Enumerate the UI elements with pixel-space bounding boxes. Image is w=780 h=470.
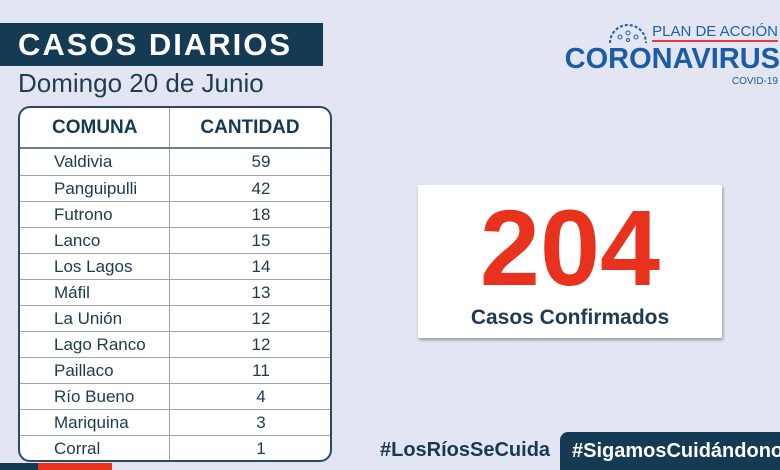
table-header: COMUNA CANTIDAD [20,108,330,149]
comuna-cell: Futrono [20,202,170,227]
table-row: Valdivia 59 [20,149,330,175]
table-row: Río Bueno 4 [20,383,330,409]
comuna-cell: Río Bueno [20,384,170,409]
cases-table: COMUNA CANTIDAD Valdivia 59 Panguipulli 42 F… [18,106,332,462]
cantidad-cell: 15 [251,231,271,250]
title: CASOS DIARIOS [18,27,293,62]
cantidad-cell: 13 [251,283,271,302]
table-body: Valdivia 59 Panguipulli 42 Futrono 18 Lanco 15 L… [20,149,330,460]
comuna-cell: Corral [20,436,170,460]
cantidad-cell: 1 [256,439,266,458]
total-cases-label: Casos Confirmados [470,306,670,329]
table-row: Máfil 13 [20,279,330,305]
table-row: Panguipulli 42 [20,175,330,201]
coronavirus-plan-logo: PLAN DE ACCIÓN CORONAVIRUS COVID-19 [540,20,780,94]
cantidad-cell: 12 [251,309,271,328]
title-banner: CASOS DIARIOS [0,23,323,66]
cantidad-cell: 4 [256,387,266,406]
cantidad-cell: 42 [251,179,271,198]
hashtag-losrios: #LosRíosSeCuida [380,439,551,461]
header-cantidad: CANTIDAD [200,117,300,138]
table-row: Mariquina 3 [20,409,330,435]
table-row: La Unión 12 [20,305,330,331]
table-row: Paillaco 11 [20,357,330,383]
cantidad-cell: 12 [251,335,271,354]
logo-sub-text: COVID-19 [731,76,778,87]
accent-bar-navy [0,463,38,470]
total-cases-number: 204 [479,187,661,308]
virus-icon [609,24,647,43]
comuna-cell: Valdivia [20,149,170,175]
cantidad-cell: 18 [251,205,271,224]
logo-main-text: CORONAVIRUS [564,43,780,75]
logo-plan-text: PLAN DE ACCIÓN [652,23,778,42]
comuna-cell: Los Lagos [20,254,170,279]
comuna-cell: La Unión [20,306,170,331]
table-row: Lago Ranco 12 [20,331,330,357]
date-subtitle: Domingo 20 de Junio [18,68,264,98]
comuna-cell: Lago Ranco [20,332,170,357]
header-comuna: COMUNA [20,108,170,147]
cantidad-cell: 3 [256,413,266,432]
table-row: Los Lagos 14 [20,253,330,279]
cantidad-cell: 11 [252,361,270,380]
comuna-cell: Lanco [20,228,170,253]
cantidad-cell: 14 [251,257,271,276]
hashtag-sigamos: #SigamosCuidándonos [560,432,780,470]
comuna-cell: Panguipulli [20,176,170,201]
accent-bar-red [38,463,112,470]
cantidad-cell: 59 [251,152,271,171]
comuna-cell: Máfil [20,280,170,305]
total-cases-card: 204 Casos Confirmados [418,185,722,338]
comuna-cell: Paillaco [20,358,170,383]
comuna-cell: Mariquina [20,410,170,435]
table-row: Corral 1 [20,435,330,460]
table-row: Lanco 15 [20,227,330,253]
table-row: Futrono 18 [20,201,330,227]
